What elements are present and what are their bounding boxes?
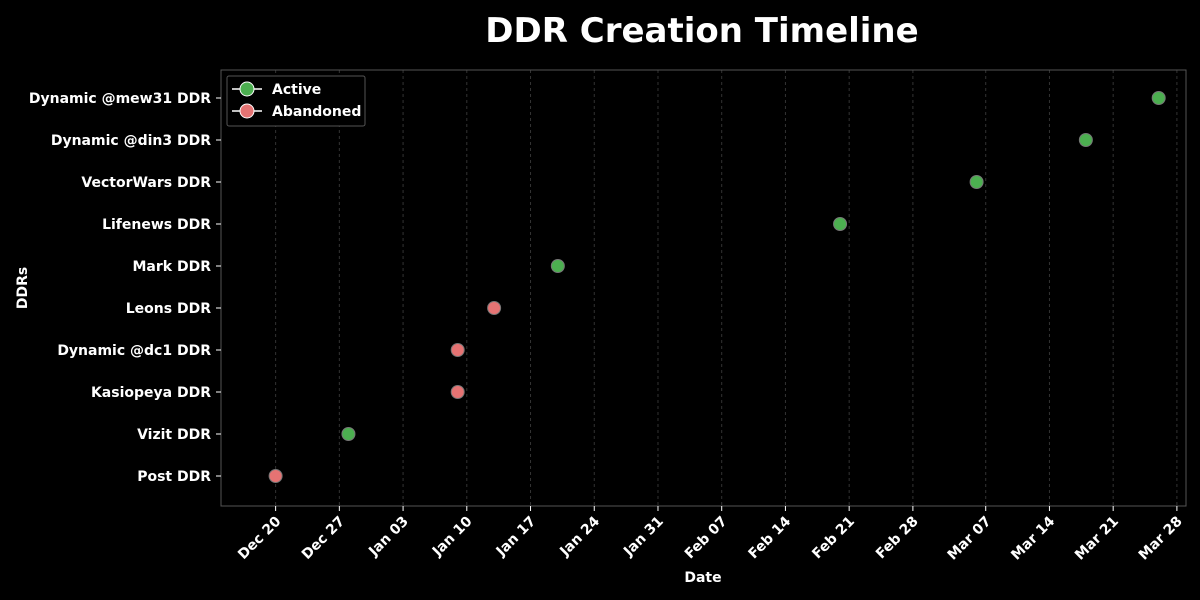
x-tick-label: Mar 21 (1072, 514, 1122, 564)
x-tick-label: Feb 07 (682, 514, 731, 563)
point-lifenews-ddr (833, 217, 848, 231)
x-axis-label: Date (684, 570, 721, 586)
x-tick-label: Dec 27 (299, 514, 348, 563)
point-leons-ddr (487, 301, 502, 315)
legend-item-active: Active (232, 81, 321, 98)
x-tick-label: Jan 17 (493, 514, 540, 561)
y-tick-labels: Post DDR Vizit DDR Kasiopeya DDR Dynamic @d… (29, 91, 221, 485)
x-tick-label: Mar 07 (945, 514, 995, 564)
grid-lines (275, 70, 1178, 506)
legend: Active Abandoned (226, 75, 366, 127)
y-tick-label: Dynamic @din3 DDR (51, 133, 211, 149)
point-dynamic-dc1-ddr (450, 343, 465, 357)
x-tick-label: Jan 10 (429, 513, 476, 560)
x-tick-labels: Dec 20 Dec 27 Jan 03 Jan 10 Jan 17 Jan 24 Jan … (235, 506, 1186, 563)
y-tick-label: Vizit DDR (137, 427, 211, 443)
x-tick-label: Feb 14 (746, 513, 795, 562)
point-vectorwars-ddr (969, 175, 984, 189)
data-points (268, 91, 1166, 483)
legend-marker-active (239, 81, 255, 97)
point-dynamic-mew31-ddr (1151, 91, 1166, 105)
y-tick-label: Dynamic @dc1 DDR (57, 343, 211, 359)
y-tick-label: Lifenews DDR (102, 217, 211, 233)
point-dynamic-din3-ddr (1078, 133, 1093, 147)
point-vizit-ddr (341, 427, 356, 441)
y-axis-label: DDRs (15, 267, 31, 309)
legend-label-abandoned: Abandoned (272, 104, 361, 120)
point-mark-ddr (550, 259, 565, 273)
y-tick-label: Leons DDR (126, 301, 211, 317)
plot-frame (220, 69, 1187, 507)
x-tick-label: Jan 03 (365, 514, 412, 561)
x-tick-label: Mar 28 (1136, 514, 1186, 564)
x-tick-label: Feb 28 (873, 514, 922, 563)
x-tick-label: Jan 31 (620, 514, 667, 561)
point-kasiopeya-ddr (450, 385, 465, 399)
point-post-ddr (268, 469, 283, 483)
legend-label-active: Active (272, 82, 321, 98)
y-tick-label: Dynamic @mew31 DDR (29, 91, 211, 107)
x-tick-label: Dec 20 (235, 513, 285, 563)
y-tick-label: Kasiopeya DDR (91, 385, 211, 401)
x-tick-label: Mar 14 (1008, 513, 1058, 563)
y-tick-label: Mark DDR (133, 259, 212, 275)
chart-title: DDR Creation Timeline (485, 11, 918, 51)
legend-item-abandoned: Abandoned (232, 103, 361, 120)
legend-marker-abandoned (239, 103, 255, 119)
y-tick-label: Post DDR (137, 469, 211, 485)
x-tick-label: Jan 24 (556, 513, 603, 560)
y-tick-label: VectorWars DDR (81, 175, 211, 191)
x-tick-label: Feb 21 (809, 514, 858, 563)
